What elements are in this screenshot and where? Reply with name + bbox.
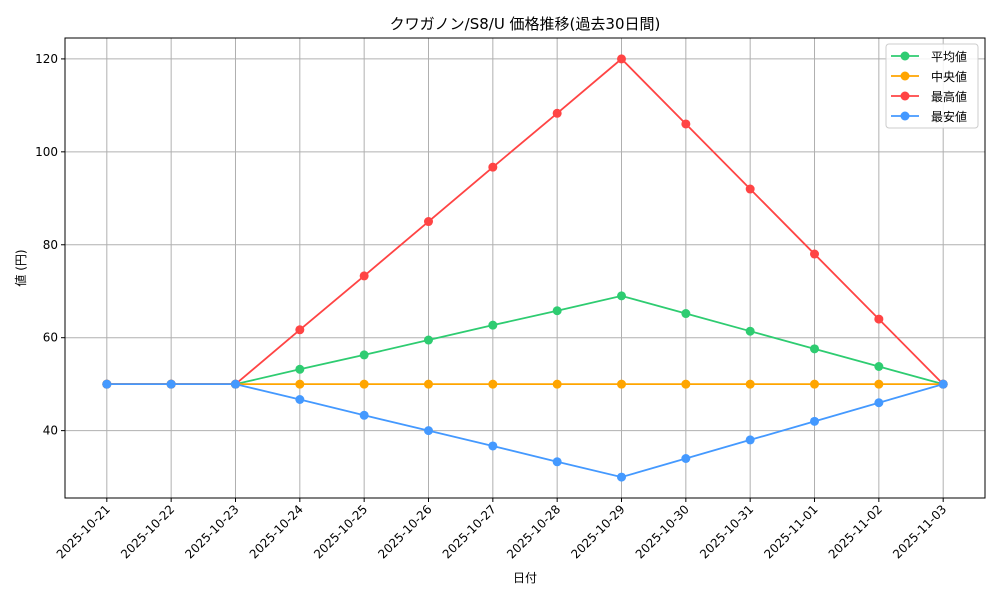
x-axis-label: 日付 bbox=[513, 571, 537, 585]
x-tick-label: 2025-10-21 bbox=[54, 502, 113, 561]
data-point bbox=[423, 379, 433, 389]
legend-label: 中央値 bbox=[931, 69, 967, 84]
data-point bbox=[874, 314, 884, 324]
data-point bbox=[552, 306, 562, 316]
chart-title: クワガノン/S8/U 価格推移(過去30日間) bbox=[390, 15, 661, 33]
series-line bbox=[106, 383, 944, 479]
data-point bbox=[810, 379, 820, 389]
legend-marker bbox=[900, 91, 910, 101]
data-point bbox=[359, 350, 369, 360]
data-point bbox=[681, 379, 691, 389]
grid bbox=[65, 38, 985, 498]
legend-frame bbox=[885, 43, 979, 129]
data-point bbox=[230, 379, 240, 389]
data-point bbox=[488, 320, 498, 330]
data-point bbox=[359, 379, 369, 389]
legend-label: 最高値 bbox=[931, 89, 967, 104]
x-tick-label: 2025-10-22 bbox=[118, 502, 177, 561]
data-point bbox=[938, 379, 948, 389]
data-point bbox=[552, 108, 562, 118]
data-point bbox=[102, 379, 112, 389]
legend-marker bbox=[900, 111, 910, 121]
x-tick-label: 2025-11-01 bbox=[761, 502, 820, 561]
x-tick-label: 2025-10-25 bbox=[311, 502, 370, 561]
data-point bbox=[617, 472, 627, 482]
data-point bbox=[745, 184, 755, 194]
data-point bbox=[810, 249, 820, 259]
data-point bbox=[617, 379, 627, 389]
data-point bbox=[681, 309, 691, 319]
x-tick-label: 2025-11-02 bbox=[826, 502, 885, 561]
data-point bbox=[488, 162, 498, 172]
data-point bbox=[874, 398, 884, 408]
data-point bbox=[488, 379, 498, 389]
data-point bbox=[423, 217, 433, 227]
x-axis-ticks: 2025-10-21 2025-10-22 2025-10-23 2025-10-24… bbox=[54, 498, 949, 561]
data-point bbox=[681, 454, 691, 464]
y-axis-label: 値 (円) bbox=[13, 249, 28, 286]
legend-label: 平均値 bbox=[931, 49, 967, 64]
x-tick-label: 2025-11-03 bbox=[890, 502, 949, 561]
y-axis-ticks: 40 60 80 100 120 bbox=[35, 52, 65, 438]
y-tick-label: 60 bbox=[43, 331, 58, 345]
legend-marker bbox=[900, 71, 910, 81]
data-point bbox=[295, 364, 305, 374]
series-group bbox=[102, 54, 948, 482]
data-point bbox=[681, 119, 691, 129]
data-point bbox=[295, 325, 305, 335]
data-point bbox=[488, 441, 498, 451]
plot-frame bbox=[64, 37, 986, 499]
x-tick-label: 2025-10-24 bbox=[247, 502, 306, 561]
x-tick-label: 2025-10-31 bbox=[697, 502, 756, 561]
data-point bbox=[295, 394, 305, 404]
x-tick-label: 2025-10-26 bbox=[375, 502, 434, 561]
legend-label: 最安値 bbox=[931, 109, 967, 124]
data-point bbox=[552, 379, 562, 389]
series-平均値 bbox=[102, 291, 948, 389]
data-point bbox=[810, 344, 820, 354]
data-point bbox=[552, 457, 562, 467]
x-tick-label: 2025-10-29 bbox=[568, 502, 627, 561]
y-tick-label: 100 bbox=[35, 145, 58, 159]
series-最高値 bbox=[102, 54, 948, 389]
x-tick-label: 2025-10-30 bbox=[633, 502, 692, 561]
data-point bbox=[423, 335, 433, 345]
data-point bbox=[295, 379, 305, 389]
series-line bbox=[106, 57, 944, 386]
series-line bbox=[106, 294, 944, 386]
data-point bbox=[874, 362, 884, 372]
y-tick-label: 40 bbox=[43, 424, 58, 438]
series-最安値 bbox=[102, 379, 948, 482]
data-point bbox=[617, 291, 627, 301]
data-point bbox=[810, 416, 820, 426]
y-tick-label: 120 bbox=[35, 52, 58, 66]
y-tick-label: 80 bbox=[43, 238, 58, 252]
x-tick-label: 2025-10-23 bbox=[182, 502, 241, 561]
data-point bbox=[359, 271, 369, 281]
data-point bbox=[166, 379, 176, 389]
x-tick-label: 2025-10-27 bbox=[440, 502, 499, 561]
data-point bbox=[617, 54, 627, 64]
legend-marker bbox=[900, 51, 910, 61]
data-point bbox=[874, 379, 884, 389]
data-point bbox=[745, 379, 755, 389]
x-tick-label: 2025-10-28 bbox=[504, 502, 563, 561]
data-point bbox=[423, 426, 433, 436]
data-point bbox=[745, 326, 755, 336]
data-point bbox=[745, 435, 755, 445]
data-point bbox=[359, 410, 369, 420]
